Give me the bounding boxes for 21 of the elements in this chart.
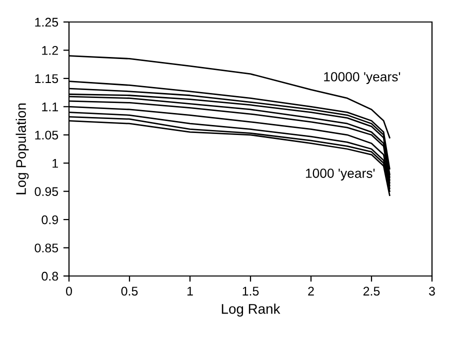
y-tick-label: 1.15 <box>35 74 58 84</box>
y-tick-label: 0.85 <box>34 244 58 252</box>
x-tick-label: 2 <box>308 286 314 296</box>
y-tick-label: 1 <box>52 159 58 168</box>
y-tick-label: 1.2 <box>42 46 58 55</box>
x-tick-label: 1.5 <box>242 286 259 296</box>
annotation: 10000 'years' <box>324 72 400 84</box>
y-tick-label: 0.8 <box>42 272 58 281</box>
y-tick-label: 0.9 <box>42 215 58 224</box>
x-tick-label: 1 <box>187 286 193 296</box>
annotation: 1000 'years' <box>306 168 375 181</box>
y-axis-title: Log Population <box>16 104 29 194</box>
x-tick-label: 3 <box>429 286 435 296</box>
x-tick-label: 2.5 <box>363 286 380 296</box>
y-tick-label: 1.05 <box>35 130 58 140</box>
x-axis-title: Log Rank <box>222 304 280 317</box>
y-tick-label: 1.1 <box>42 102 58 112</box>
y-tick-label: 0.95 <box>34 187 58 196</box>
y-tick-label: 1.25 <box>35 18 58 27</box>
x-tick-label: 0 <box>66 286 72 296</box>
x-tick-label: 0.5 <box>121 286 138 296</box>
